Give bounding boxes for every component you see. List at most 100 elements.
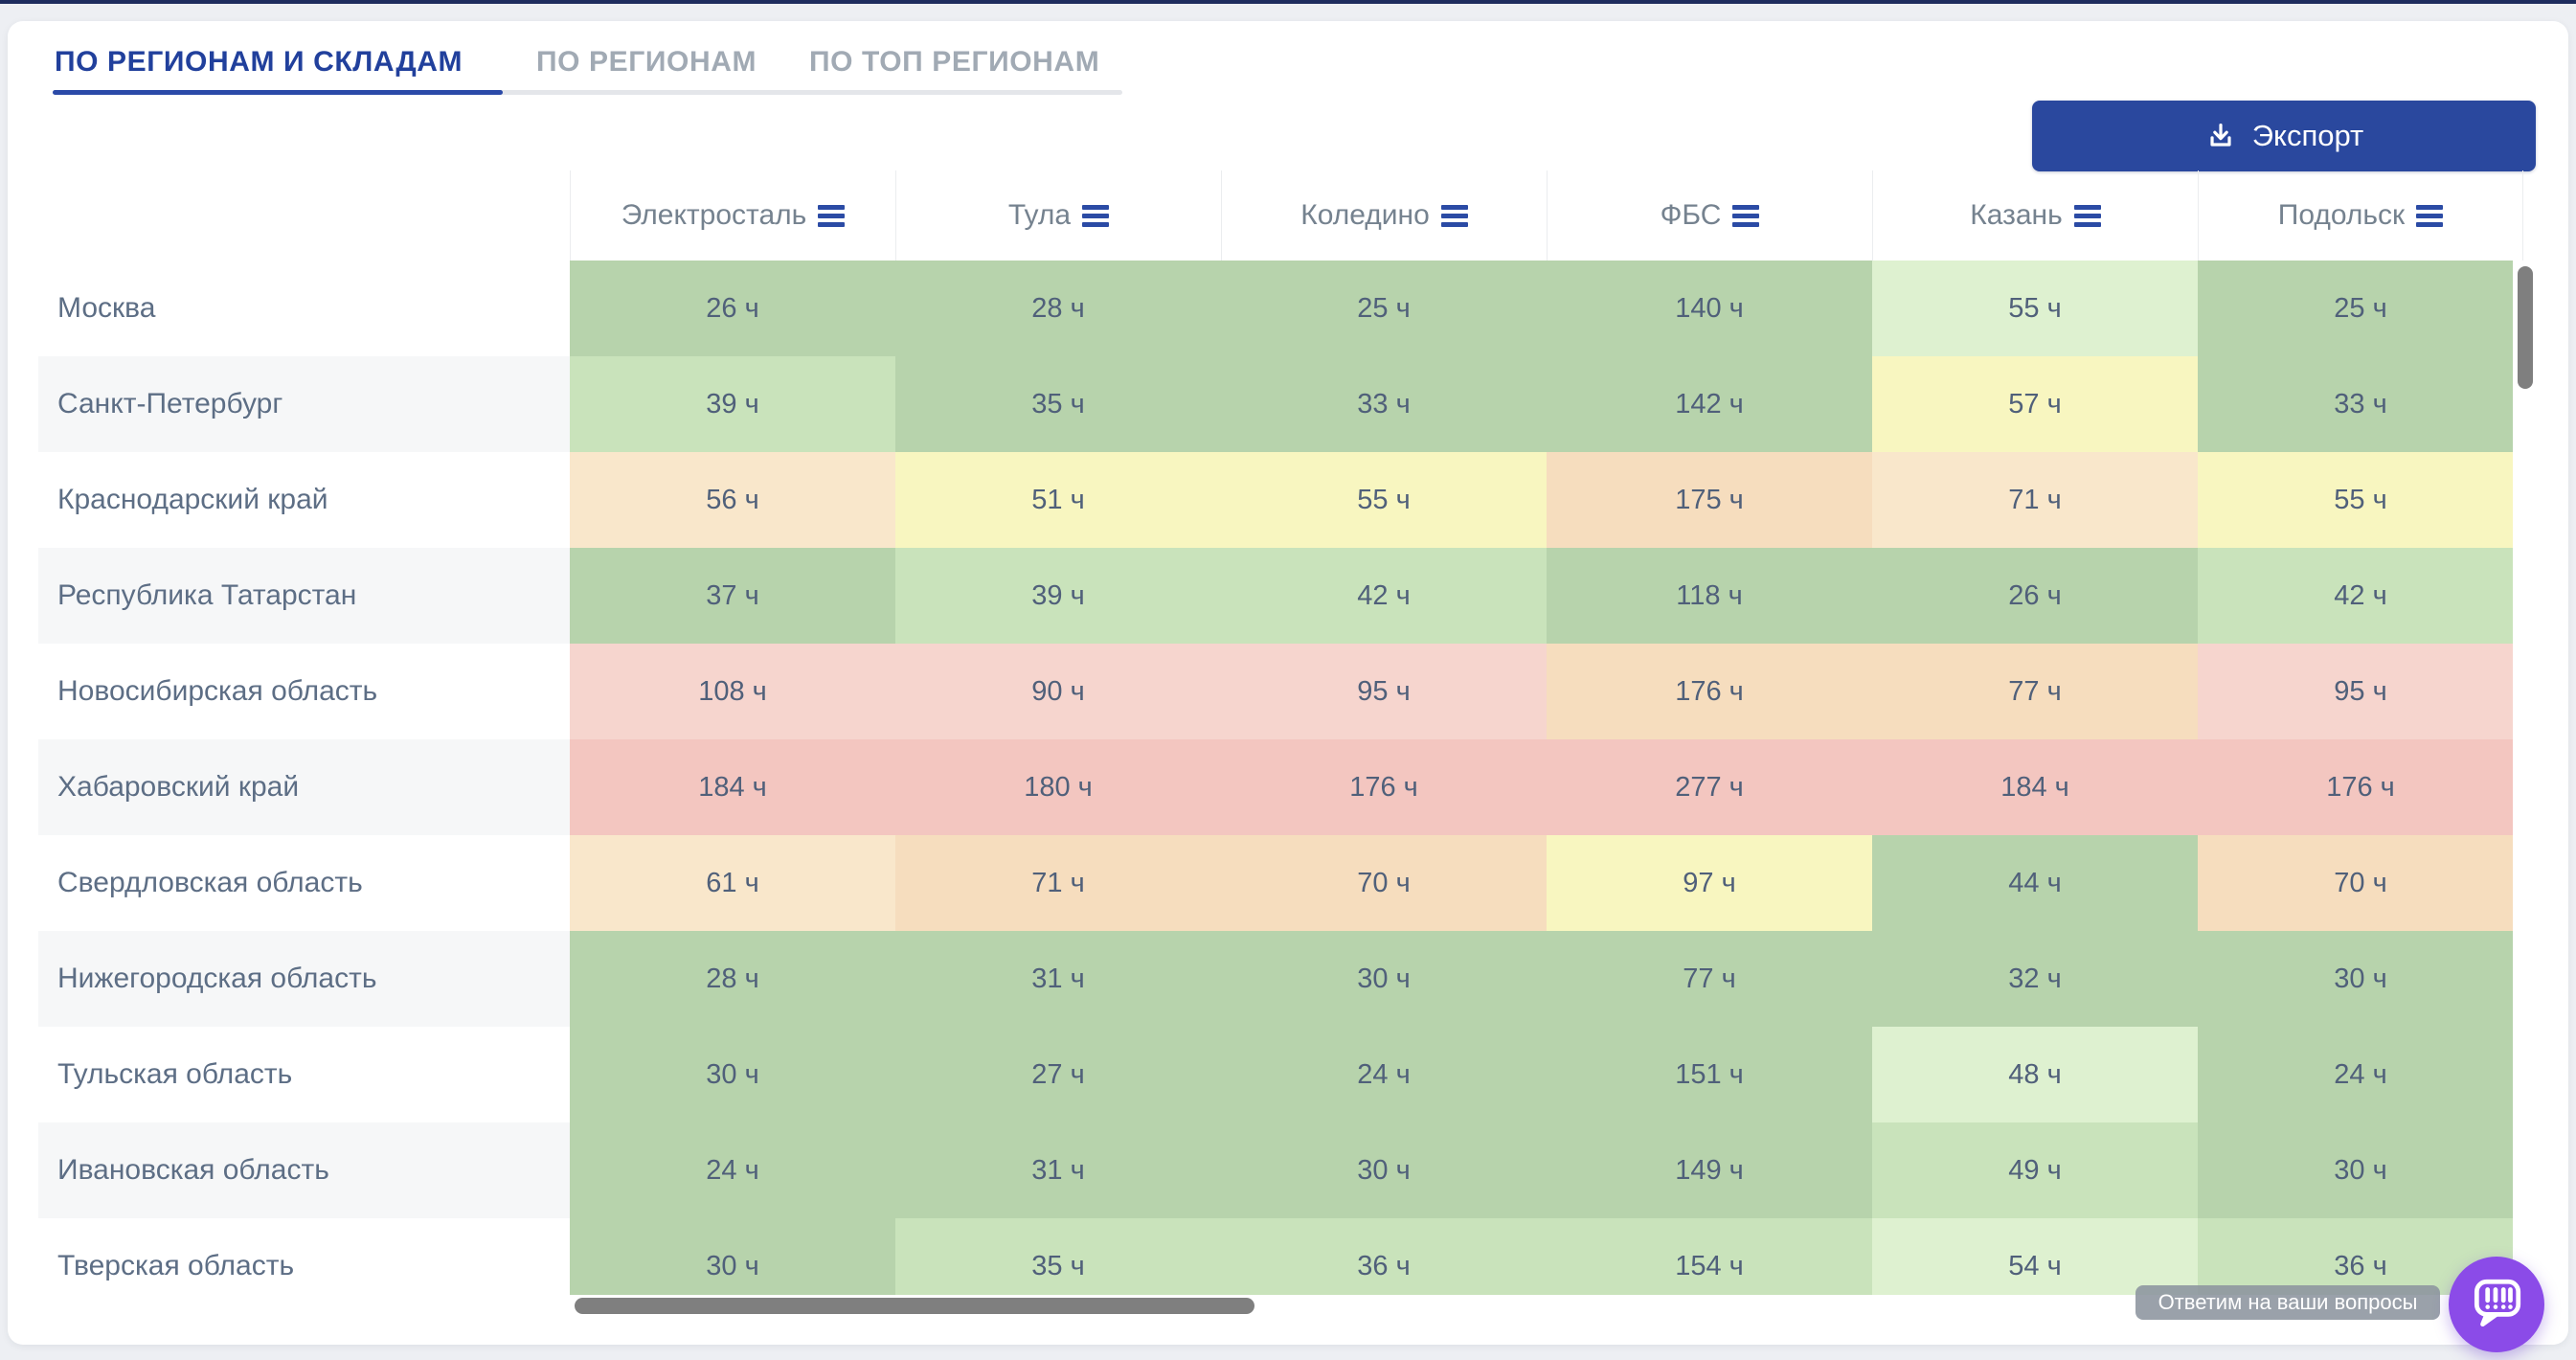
hours-cell: 149 ч [1547,1122,1872,1218]
hours-cell: 95 ч [2198,644,2513,739]
hours-cell: 30 ч [1221,931,1547,1027]
table-row: Республика Татарстан 37 ч 39 ч 42 ч 118 ч 26 … [38,548,2513,644]
hours-cell: 35 ч [895,356,1221,452]
hours-cell: 61 ч [570,835,895,931]
hours-cell: 176 ч [2198,739,2513,835]
hours-cell: 24 ч [570,1122,895,1218]
hours-cell: 30 ч [1221,1122,1547,1218]
export-button[interactable]: Экспорт [2032,101,2536,171]
hours-cell: 49 ч [1872,1122,2198,1218]
hours-cell: 118 ч [1547,548,1872,644]
hours-cell: 31 ч [895,1122,1221,1218]
column-header-label: Казань [1970,199,2063,231]
hours-cell: 42 ч [1221,548,1547,644]
table-row: Свердловская область 61 ч 71 ч 70 ч 97 ч 44 ч… [38,835,2513,931]
region-label: Москва [57,292,156,324]
table-row: Тульская область 30 ч 27 ч 24 ч 151 ч 48 ч 24 … [38,1027,2513,1122]
table-row: Тверская область 30 ч 35 ч 36 ч 154 ч 54 ч 36 … [38,1218,2513,1295]
hours-cell: 140 ч [1547,261,1872,356]
hours-cell: 56 ч [570,452,895,548]
hours-cell: 57 ч [1872,356,2198,452]
hours-cell: 95 ч [1221,644,1547,739]
tabs-baseline [53,90,1122,95]
hours-cell: 36 ч [1221,1218,1547,1295]
hours-cell: 32 ч [1872,931,2198,1027]
column-header-label: Электросталь [621,199,807,231]
hours-cell: 30 ч [570,1218,895,1295]
region-label: Тульская область [57,1058,293,1090]
column-header: Подольск [2198,170,2523,261]
hours-cell: 108 ч [570,644,895,739]
hours-cell: 175 ч [1547,452,1872,548]
tab-by-top-regions[interactable]: ПО ТОП РЕГИОНАМ [809,46,1100,78]
hours-cell: 55 ч [2198,452,2513,548]
top-accent-bar [0,0,2576,4]
hours-cell: 55 ч [1221,452,1547,548]
menu-icon[interactable] [2416,204,2444,227]
column-header-label: ФБС [1660,199,1722,231]
hours-cell: 151 ч [1547,1027,1872,1122]
hours-cell: 42 ч [2198,548,2513,644]
hours-cell: 70 ч [1221,835,1547,931]
tab-by-regions-and-warehouses[interactable]: ПО РЕГИОНАМ И СКЛАДАМ [55,46,463,78]
column-header: Электросталь [570,170,895,261]
region-label: Нижегородская область [38,931,570,1027]
hours-cell: 30 ч [2198,1122,2513,1218]
menu-icon[interactable] [1732,204,1760,227]
menu-icon[interactable] [1082,204,1110,227]
hours-cell: 24 ч [1221,1027,1547,1122]
menu-icon[interactable] [2073,204,2101,227]
hours-cell: 51 ч [895,452,1221,548]
hours-cell: 28 ч [570,931,895,1027]
hours-cell: 35 ч [895,1218,1221,1295]
column-header-label: Подольск [2277,199,2406,231]
hours-cell: 277 ч [1547,739,1872,835]
hours-cell: 70 ч [2198,835,2513,931]
report-card: ПО РЕГИОНАМ И СКЛАДАМ ПО РЕГИОНАМ ПО ТОП… [8,21,2568,1345]
hours-cell: 71 ч [1872,452,2198,548]
hours-cell: 77 ч [1872,644,2198,739]
hours-cell: 27 ч [895,1027,1221,1122]
hours-cell: 180 ч [895,739,1221,835]
hours-cell: 55 ч [1872,261,2198,356]
hours-cell: 25 ч [1221,261,1547,356]
hours-cell: 184 ч [1872,739,2198,835]
region-label: Ивановская область [38,1122,570,1218]
menu-icon[interactable] [1440,204,1468,227]
hours-cell: 154 ч [1547,1218,1872,1295]
menu-icon[interactable] [818,204,846,227]
chat-icon [2474,1279,2521,1327]
hours-cell: 24 ч [2198,1027,2513,1122]
hours-cell: 71 ч [895,835,1221,931]
hours-cell: 176 ч [1221,739,1547,835]
hours-cell: 48 ч [1872,1027,2198,1122]
vertical-scrollbar-thumb[interactable] [2518,266,2533,389]
horizontal-scrollbar-thumb[interactable] [575,1298,1254,1314]
hours-cell: 90 ч [895,644,1221,739]
export-button-label: Экспорт [2251,119,2364,152]
hours-cell: 176 ч [1547,644,1872,739]
hours-cell: 33 ч [2198,356,2513,452]
hours-cell: 142 ч [1547,356,1872,452]
hours-cell: 97 ч [1547,835,1872,931]
tab-by-regions[interactable]: ПО РЕГИОНАМ [536,46,757,78]
hours-cell: 28 ч [895,261,1221,356]
download-icon [2210,124,2231,147]
hours-cell: 184 ч [570,739,895,835]
hours-cell: 54 ч [1872,1218,2198,1295]
region-label: Тверская область [57,1250,295,1281]
table-body: Москва 26 ч 28 ч 25 ч 140 ч 55 ч 25 ч Санкт-Пет… [38,261,2513,1295]
hours-cell: 39 ч [570,356,895,452]
active-tab-underline [53,90,503,95]
region-label: Краснодарский край [57,484,328,515]
hours-cell: 37 ч [570,548,895,644]
hours-cell: 25 ч [2198,261,2513,356]
column-header-label: Коледино [1300,199,1430,231]
column-header: ФБС [1547,170,1872,261]
hours-cell: 31 ч [895,931,1221,1027]
chat-button[interactable] [2449,1257,2544,1352]
